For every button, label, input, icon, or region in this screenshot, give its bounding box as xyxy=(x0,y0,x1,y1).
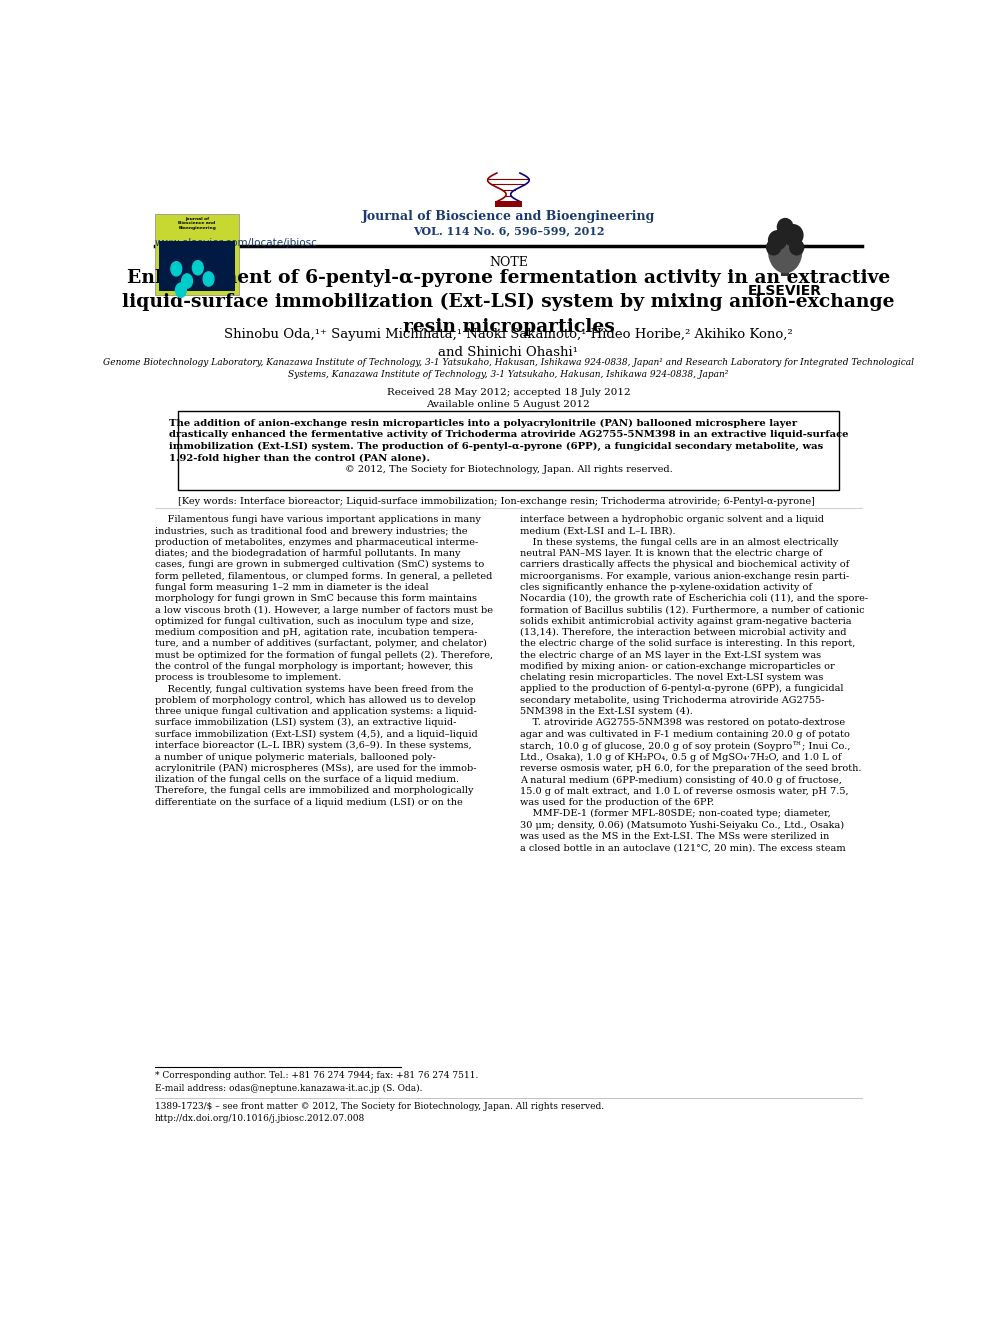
Circle shape xyxy=(203,271,214,286)
Ellipse shape xyxy=(782,224,804,246)
Bar xyxy=(178,411,839,490)
Bar xyxy=(155,214,239,295)
Text: [Key words: Interface bioreactor; Liquid-surface immobilization; Ion-exchange re: [Key words: Interface bioreactor; Liquid… xyxy=(178,497,814,505)
Text: Received 28 May 2012; accepted 18 July 2012
Available online 5 August 2012: Received 28 May 2012; accepted 18 July 2… xyxy=(387,388,630,409)
Text: Shinobu Oda,¹⁺ Sayumi Michihata,¹ Naoki Sakamoto,¹ Hideo Horibe,² Akihiko Kono,²: Shinobu Oda,¹⁺ Sayumi Michihata,¹ Naoki … xyxy=(224,328,793,359)
Ellipse shape xyxy=(768,230,787,250)
Text: VOL. 114 No. 6, 596–599, 2012: VOL. 114 No. 6, 596–599, 2012 xyxy=(413,225,604,235)
Ellipse shape xyxy=(768,228,803,274)
Circle shape xyxy=(171,262,182,277)
Ellipse shape xyxy=(766,239,782,255)
Bar xyxy=(495,201,522,206)
Text: 1389-1723/$ – see front matter © 2012, The Society for Biotechnology, Japan. All: 1389-1723/$ – see front matter © 2012, T… xyxy=(155,1102,604,1122)
Text: Journal of
Bioscience and
Bioengineering: Journal of Bioscience and Bioengineering xyxy=(179,217,216,230)
Text: interface between a hydrophobic organic solvent and a liquid
medium (Ext-LSI and: interface between a hydrophobic organic … xyxy=(520,515,868,852)
Text: Journal of Bioscience and Bioengineering: Journal of Bioscience and Bioengineering xyxy=(362,209,655,222)
Text: E-mail address: odas@neptune.kanazawa-it.ac.jp (S. Oda).: E-mail address: odas@neptune.kanazawa-it… xyxy=(155,1084,423,1093)
Text: © 2012, The Society for Biotechnology, Japan. All rights reserved.: © 2012, The Society for Biotechnology, J… xyxy=(344,464,673,474)
Circle shape xyxy=(182,274,192,288)
Bar xyxy=(160,241,235,291)
Bar xyxy=(782,255,789,277)
Text: The addition of anion-exchange resin microparticles into a polyacrylonitrile (PA: The addition of anion-exchange resin mic… xyxy=(169,418,848,463)
Text: Genome Biotechnology Laboratory, Kanazawa Institute of Technology, 3-1 Yatsukaho: Genome Biotechnology Laboratory, Kanazaw… xyxy=(103,359,914,378)
Ellipse shape xyxy=(777,218,794,237)
Circle shape xyxy=(192,261,203,275)
Text: Enhancement of 6-pentyl-α-pyrone fermentation activity in an extractive
liquid-s: Enhancement of 6-pentyl-α-pyrone ferment… xyxy=(122,269,895,336)
Text: www.elsevier.com/locate/jbiosc: www.elsevier.com/locate/jbiosc xyxy=(155,238,317,249)
Ellipse shape xyxy=(789,239,805,255)
Text: ELSEVIER: ELSEVIER xyxy=(748,284,822,298)
Circle shape xyxy=(176,283,186,298)
Text: * Corresponding author. Tel.: +81 76 274 7944; fax: +81 76 274 7511.: * Corresponding author. Tel.: +81 76 274… xyxy=(155,1070,478,1080)
Text: Filamentous fungi have various important applications in many
industries, such a: Filamentous fungi have various important… xyxy=(155,515,493,807)
Text: NOTE: NOTE xyxy=(489,255,528,269)
